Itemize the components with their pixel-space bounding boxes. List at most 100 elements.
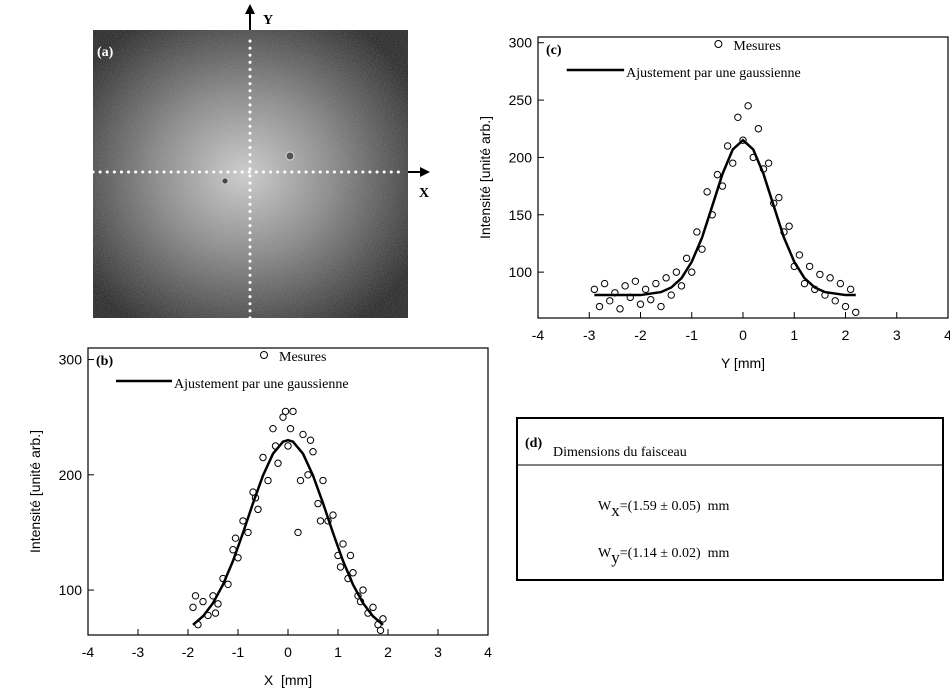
symbol: W	[598, 499, 612, 514]
panel-d: (d) Dimensions du faisceau	[516, 417, 944, 581]
data-point	[336, 563, 345, 571]
data-point	[379, 615, 387, 623]
data-point	[231, 534, 240, 542]
data-point	[641, 285, 650, 294]
data-point	[657, 302, 665, 311]
data-point	[304, 471, 312, 479]
data-point	[319, 476, 327, 485]
data-point	[693, 228, 701, 236]
data-point	[795, 251, 804, 259]
plot: -4 -3 -2 -1 0 1 2 3 4 100 150 200 250 300 Y [mm] Intens…	[477, 35, 950, 371]
data-point	[314, 499, 322, 508]
data-point	[294, 528, 302, 537]
x-tick-label: 4	[944, 327, 950, 343]
data-point	[836, 279, 845, 288]
fit-line	[192, 438, 384, 626]
speck	[285, 151, 295, 161]
data-point	[800, 279, 809, 288]
data-point	[826, 274, 834, 282]
expression: =(1.59 ± 0.05) mm	[620, 499, 730, 514]
data-point	[831, 297, 839, 305]
data-point	[744, 102, 752, 110]
x-tick-label: 3	[434, 644, 442, 660]
data-point	[259, 453, 267, 462]
subscript: x	[611, 501, 620, 520]
data-point	[682, 254, 691, 263]
data-point	[698, 245, 706, 253]
data-point	[339, 540, 347, 548]
y-tick-label: 100	[59, 582, 83, 598]
data-point	[590, 285, 599, 294]
data-point	[764, 159, 773, 167]
data-point	[346, 551, 355, 560]
data-point	[600, 279, 609, 288]
x-tick-label: 1	[790, 327, 798, 343]
dimension-row: Wy=(1.14 ± 0.02) mm	[598, 546, 730, 567]
data-point	[631, 277, 640, 285]
panel-label: (d)	[525, 436, 542, 451]
x-tick-label: 2	[384, 644, 392, 660]
data-point	[816, 270, 824, 279]
plot: -4 -3 -2 -1 0 1 2 3 4 100 200 300 X [mm] Intensité [u…	[27, 347, 492, 688]
y-tick-label: 300	[509, 35, 533, 51]
y-tick-label: 300	[59, 352, 83, 368]
axis-label: Y	[263, 13, 273, 28]
legend-marker	[260, 351, 268, 359]
x-tick-label: -4	[532, 327, 545, 343]
data-point	[189, 603, 197, 612]
table-frame	[516, 417, 944, 581]
x-tick-label: -4	[82, 644, 95, 660]
x-tick-label: 0	[284, 644, 292, 660]
y-axis-title: Intensité [unité arb.]	[27, 430, 43, 553]
data-point	[191, 592, 200, 600]
data-point	[211, 609, 220, 617]
y-tick-label: 200	[509, 149, 533, 165]
y-tick-label: 250	[509, 92, 533, 108]
data-point	[376, 626, 385, 635]
data-point	[616, 305, 624, 313]
x-tick-label: -3	[583, 327, 596, 343]
data-point	[264, 476, 272, 485]
data-point	[299, 430, 307, 439]
data-point	[775, 193, 783, 202]
y-axis-title: Intensité [unité arb.]	[477, 116, 493, 239]
data-point	[369, 603, 377, 612]
x-tick-label: 0	[739, 327, 747, 343]
x-tick-label: 3	[893, 327, 901, 343]
x-tick-label: -1	[686, 327, 699, 343]
data-point	[281, 407, 290, 416]
data-point	[244, 528, 252, 537]
data-point	[349, 569, 357, 577]
speck	[221, 177, 229, 185]
data-point	[359, 586, 367, 594]
x-tick-label: 2	[842, 327, 850, 343]
data-point	[846, 285, 855, 294]
data-point	[286, 424, 295, 433]
data-point	[647, 295, 655, 304]
data-point	[729, 159, 737, 167]
panel-label: (b)	[96, 354, 113, 369]
data-point	[329, 511, 337, 519]
legend-label: Mesures	[733, 39, 780, 54]
data-point	[636, 300, 645, 308]
data-point	[274, 459, 282, 467]
data-point	[284, 442, 292, 450]
data-point	[289, 407, 297, 416]
data-point	[214, 600, 222, 608]
x-axis-title: Y [mm]	[721, 355, 765, 371]
data-point	[606, 297, 614, 305]
x-tick-label: -2	[634, 327, 647, 343]
legend-label: Mesures	[279, 350, 326, 365]
data-point	[595, 302, 604, 311]
data-point	[713, 170, 722, 179]
data-point	[652, 279, 660, 288]
x-tick-label: -1	[232, 644, 245, 660]
data-point	[667, 291, 675, 299]
table-title: Dimensions du faisceau	[553, 445, 687, 460]
data-point	[309, 448, 317, 456]
data-point	[852, 308, 860, 316]
fit-line	[594, 138, 856, 297]
data-point	[688, 268, 696, 276]
